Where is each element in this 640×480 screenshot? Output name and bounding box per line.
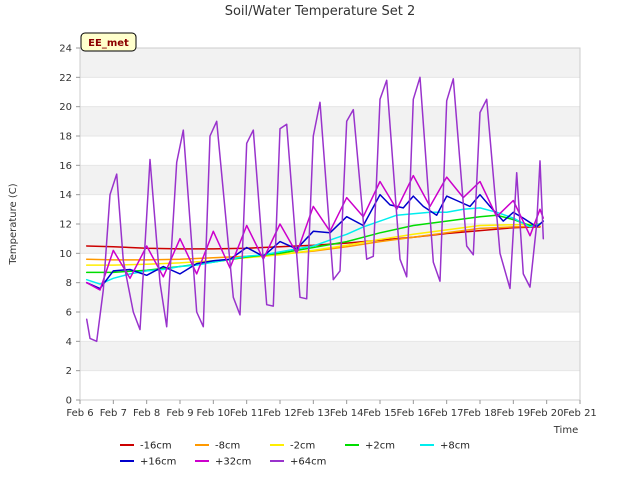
- x-tick-label: Feb 21: [563, 408, 597, 419]
- legend-item: -16cm: [120, 441, 172, 452]
- plot-band: [80, 165, 580, 195]
- x-tick-label: Feb 18: [463, 408, 497, 419]
- plot-band: [80, 312, 580, 342]
- x-tick-label: Feb 12: [263, 408, 297, 419]
- chart-title: Soil/Water Temperature Set 2: [225, 4, 416, 19]
- x-tick-label: Feb 20: [530, 408, 564, 419]
- y-tick-label: 18: [59, 132, 72, 143]
- plot-band: [80, 253, 580, 283]
- y-tick-label: 14: [59, 190, 72, 201]
- legend-item: -8cm: [195, 441, 240, 452]
- plot-band: [80, 77, 580, 107]
- x-tick-label: Feb 13: [297, 408, 331, 419]
- series-line-6: [85, 174, 545, 291]
- legend-label: +16cm: [140, 457, 176, 468]
- x-tick-label: Feb 8: [133, 408, 160, 419]
- badge-label: EE_met: [88, 38, 129, 49]
- legend-label: +8cm: [440, 441, 470, 452]
- x-axis-ticks: Feb 6 Feb 7 Feb 8 Feb 9 Feb 10 Feb 11 Feb 12 Fe…: [66, 400, 597, 419]
- legend-item: -2cm: [270, 441, 315, 452]
- y-tick-label: 4: [66, 337, 72, 348]
- legend: -16cm -8cm -2cm +2cm +8cm +16cm +32cm +64cm: [120, 441, 470, 468]
- legend-item: +8cm: [420, 441, 470, 452]
- x-tick-label: Feb 10: [197, 408, 231, 419]
- legend-label: -16cm: [140, 441, 172, 452]
- legend-label: +2cm: [365, 441, 395, 452]
- legend-item: +64cm: [270, 457, 326, 468]
- plot-band: [80, 341, 580, 371]
- y-tick-label: 20: [59, 102, 72, 113]
- legend-label: -2cm: [290, 441, 315, 452]
- y-tick-label: 0: [66, 396, 72, 407]
- y-tick-label: 6: [66, 308, 72, 319]
- legend-label: +64cm: [290, 457, 326, 468]
- legend-label: -8cm: [215, 441, 240, 452]
- y-tick-label: 12: [59, 220, 72, 231]
- y-tick-label: 22: [59, 73, 72, 84]
- y-tick-label: 10: [59, 249, 72, 260]
- series-layer: [85, 76, 545, 343]
- plot-band: [80, 136, 580, 166]
- x-tick-label: Feb 9: [166, 408, 193, 419]
- x-tick-label: Feb 7: [100, 408, 127, 419]
- x-tick-label: Feb 14: [330, 408, 364, 419]
- y-tick-label: 24: [59, 44, 72, 55]
- legend-item: +16cm: [120, 457, 176, 468]
- plot-band: [80, 282, 580, 312]
- y-axis-title: Temperature (C): [8, 183, 19, 265]
- x-tick-label: Feb 16: [397, 408, 431, 419]
- x-tick-label: Feb 19: [497, 408, 531, 419]
- y-tick-label: 8: [66, 278, 72, 289]
- plot-band: [80, 370, 580, 400]
- y-tick-label: 16: [59, 161, 72, 172]
- x-axis-title: Time: [553, 425, 578, 436]
- y-tick-label: 2: [66, 366, 72, 377]
- badge-box: [80, 32, 137, 52]
- legend-item: +32cm: [195, 457, 251, 468]
- plot-band: [80, 106, 580, 136]
- legend-label: +32cm: [215, 457, 251, 468]
- x-tick-label: Feb 6: [66, 408, 93, 419]
- x-tick-label: Feb 15: [363, 408, 397, 419]
- x-tick-label: Feb 11: [230, 408, 264, 419]
- badge: EE_met: [80, 32, 137, 52]
- plot-band: [80, 48, 580, 78]
- legend-item: +2cm: [345, 441, 395, 452]
- series-line-5: [85, 193, 545, 290]
- series-line-7: [85, 76, 545, 343]
- x-tick-label: Feb 17: [430, 408, 464, 419]
